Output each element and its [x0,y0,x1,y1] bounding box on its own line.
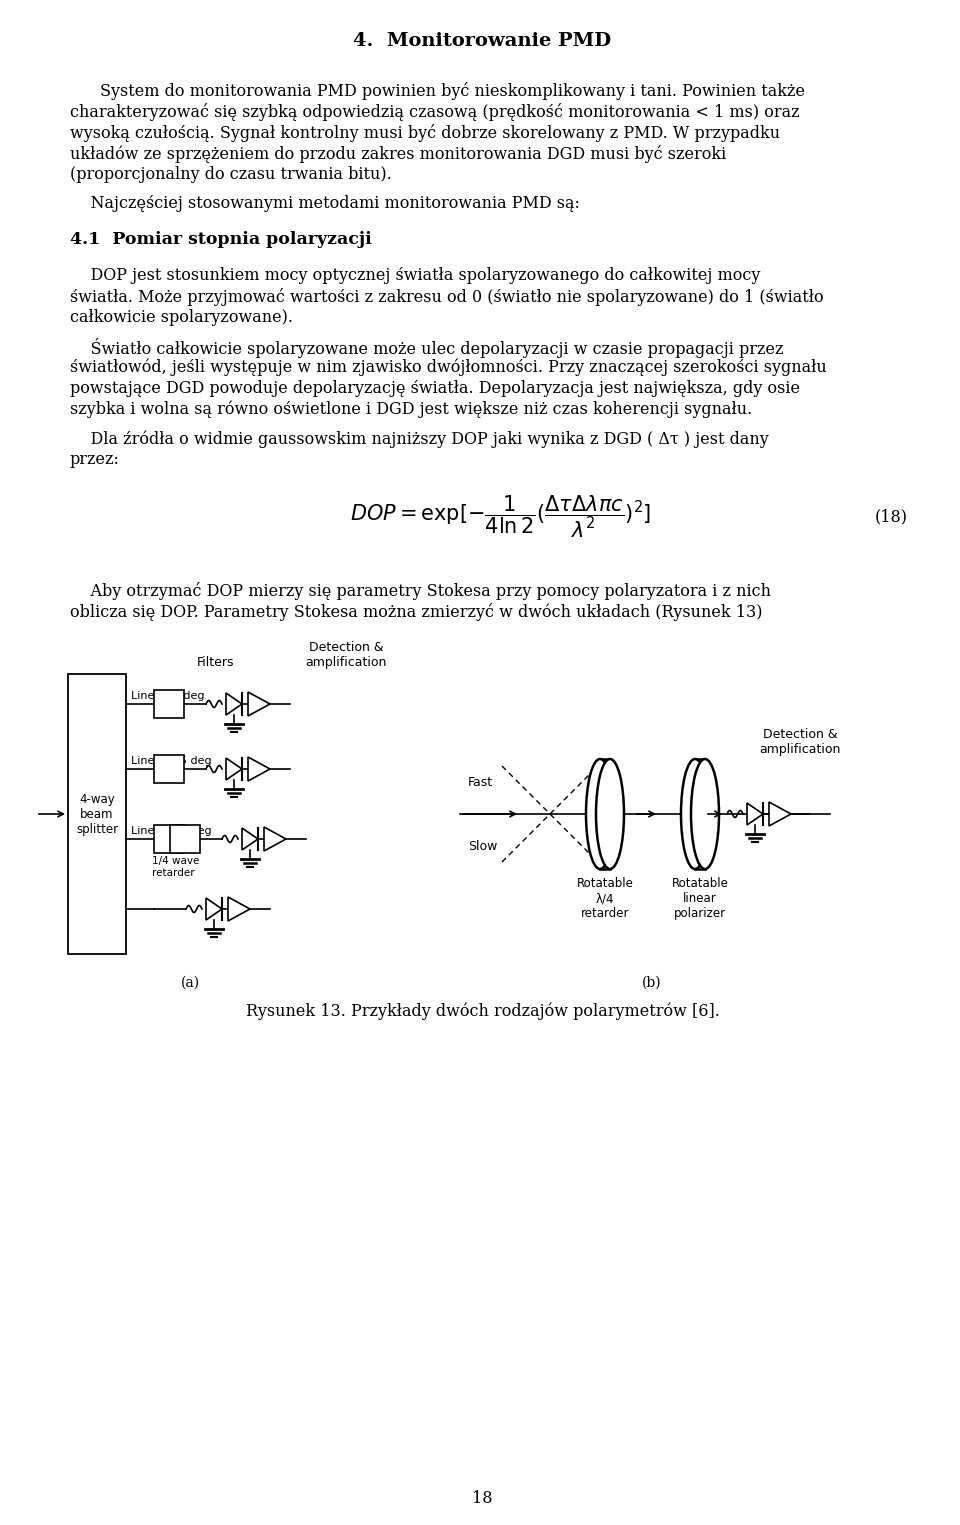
Text: Filters: Filters [197,656,235,669]
Bar [154,825,184,852]
Text: Rotatable
linear
polarizer: Rotatable linear polarizer [672,877,729,920]
Polygon shape [228,897,250,921]
Text: przez:: przez: [70,451,120,468]
Text: Światło całkowicie spolaryzowane może ulec depolaryzacji w czasie propagacji prz: Światło całkowicie spolaryzowane może ul… [70,339,783,358]
Text: oblicza się DOP. Parametry Stokesa można zmierzyć w dwóch układach (Rysunek 13): oblicza się DOP. Parametry Stokesa można… [70,602,762,621]
Text: 4-way
beam
splitter: 4-way beam splitter [76,793,118,836]
Text: charakteryzować się szybką odpowiedzią czasową (prędkość monitorowania < 1 ms) o: charakteryzować się szybką odpowiedzią c… [70,104,800,120]
Text: 4.1  Pomiar stopnia polaryzacji: 4.1 Pomiar stopnia polaryzacji [70,230,372,249]
Text: Rotatable
λ/4
retarder: Rotatable λ/4 retarder [577,877,634,920]
Text: Fast: Fast [468,776,493,788]
Text: $DOP = \mathrm{exp}[-\dfrac{1}{4\ln 2}(\dfrac{\Delta\tau\Delta\lambda\pi c}{\lam: $DOP = \mathrm{exp}[-\dfrac{1}{4\ln 2}(\… [350,494,651,540]
Bar [154,755,184,782]
Text: System do monitorowania PMD powinien być nieskomplikowany i tani. Powinien także: System do monitorowania PMD powinien być… [100,82,805,101]
Text: całkowicie spolaryzowane).: całkowicie spolaryzowane). [70,310,293,326]
Text: (proporcjonalny do czasu trwania bitu).: (proporcjonalny do czasu trwania bitu). [70,166,392,183]
Text: (a): (a) [180,976,200,990]
Text: 1/4 wave
retarder: 1/4 wave retarder [152,856,200,877]
Text: (18): (18) [875,508,908,526]
Text: Linear, 0 deg: Linear, 0 deg [131,691,204,702]
Polygon shape [769,802,791,827]
Bar [154,689,184,718]
Text: Rysunek 13. Przykłady dwóch rodzajów polarymetrów [6].: Rysunek 13. Przykłady dwóch rodzajów pol… [246,1002,719,1020]
Text: Aby otrzymać DOP mierzy się parametry Stokesa przy pomocy polaryzatora i z nich: Aby otrzymać DOP mierzy się parametry St… [70,583,771,599]
Text: (b): (b) [642,976,661,990]
Text: Detection &
amplification: Detection & amplification [759,727,841,756]
Ellipse shape [691,759,719,869]
Text: układów ze sprzężeniem do przodu zakres monitorowania DGD musi być szeroki: układów ze sprzężeniem do przodu zakres … [70,145,727,163]
Text: powstające DGD powoduje depolaryzację światła. Depolaryzacja jest największa, gd: powstające DGD powoduje depolaryzację św… [70,380,800,397]
Text: Detection &
amplification: Detection & amplification [305,640,387,669]
Polygon shape [242,828,258,849]
Text: Slow: Slow [468,839,497,852]
Ellipse shape [681,759,709,869]
Bar [170,825,200,852]
Bar [68,674,126,955]
Text: Dla źródła o widmie gaussowskim najniższy DOP jaki wynika z DGD ( Δτ ) jest dany: Dla źródła o widmie gaussowskim najniższ… [70,430,769,447]
Polygon shape [248,692,270,717]
Text: DOP jest stosunkiem mocy optycznej światła spolaryzowanego do całkowitej mocy: DOP jest stosunkiem mocy optycznej świat… [70,267,760,284]
Ellipse shape [596,759,624,869]
Text: światła. Może przyjmować wartości z zakresu od 0 (światło nie spolaryzowane) do : światła. Może przyjmować wartości z zakr… [70,288,824,307]
Text: Linear, 45 deg: Linear, 45 deg [131,756,211,766]
Text: Linear, 45 deg: Linear, 45 deg [131,827,211,836]
Text: światłowód, jeśli występuje w nim zjawisko dwójłomności. Przy znaczącej szerokoś: światłowód, jeśli występuje w nim zjawis… [70,358,827,377]
Text: 4.  Monitorowanie PMD: 4. Monitorowanie PMD [353,32,612,50]
Polygon shape [226,692,242,715]
Polygon shape [747,804,763,825]
Polygon shape [206,898,222,920]
Text: szybka i wolna są równo oświetlone i DGD jest większe niż czas koherencji sygnał: szybka i wolna są równo oświetlone i DGD… [70,401,753,418]
Ellipse shape [586,759,614,869]
Polygon shape [264,827,286,851]
Polygon shape [248,756,270,781]
Text: 18: 18 [472,1490,492,1507]
Text: Najczęściej stosowanymi metodami monitorowania PMD są:: Najczęściej stosowanymi metodami monitor… [70,195,580,212]
Text: wysoką czułością. Sygnał kontrolny musi być dobrze skorelowany z PMD. W przypadk: wysoką czułością. Sygnał kontrolny musi … [70,124,780,142]
Polygon shape [226,758,242,779]
